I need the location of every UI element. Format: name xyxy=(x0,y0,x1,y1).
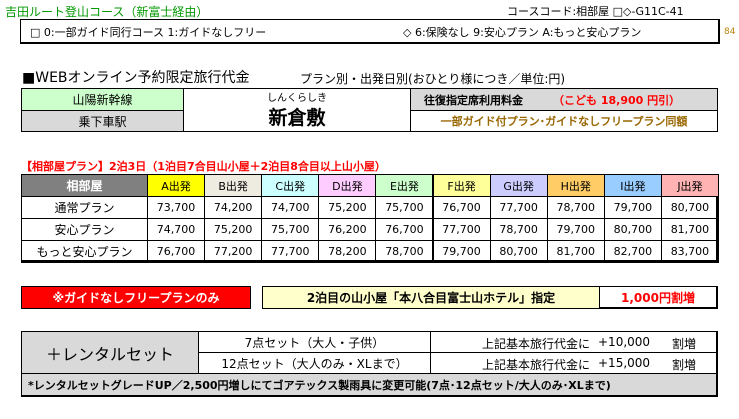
fare-subtitle: プラン別・出発日別(おひとり様につき／単位:円) xyxy=(300,72,566,86)
rental-set-2: 12点セット（大人のみ・XLまで） xyxy=(198,352,431,374)
guide-note: 一部ガイド付プラン･ガイドなしフリープラン同額 xyxy=(410,110,718,132)
price-cell: 75,200 xyxy=(318,196,377,219)
price-table: 相部屋 A出発 B出発 C出発 D出発 E出発 F出発 G出発 H出発 I出発 J出発通常プラン 73… xyxy=(21,174,719,263)
rental-desc-1: 上記基本旅行代金に xyxy=(482,337,591,351)
price-cell: 74,700 xyxy=(261,196,320,219)
price-cell: 79,700 xyxy=(432,240,491,263)
route-title: 吉田ルート登山コース（新富士経由） xyxy=(5,5,209,19)
price-cell: 76,700 xyxy=(375,218,434,241)
column-header-C出発: C出発 xyxy=(261,174,320,197)
price-cell: 76,700 xyxy=(432,196,491,219)
rental-footnote: *レンタルセットグレードUP／2,500円増しにてゴアテックス製雨具に変更可能(… xyxy=(21,373,718,397)
boarding-label: 乗下車駅 xyxy=(21,110,184,132)
column-header-B出発: B出発 xyxy=(204,174,263,197)
column-header-G出発: G出発 xyxy=(489,174,548,197)
price-cell: 78,200 xyxy=(318,240,377,263)
price-cell: 76,200 xyxy=(318,218,377,241)
price-cell: 81,700 xyxy=(546,240,605,263)
price-cell: 77,700 xyxy=(261,240,320,263)
price-cell: 73,700 xyxy=(147,196,206,219)
rental-unit-2: 割増 xyxy=(672,358,697,372)
rental-desc-2: 上記基本旅行代金に xyxy=(482,358,591,372)
column-header-F出発: F出発 xyxy=(432,174,491,197)
child-fare: （こども 18,900 円引） xyxy=(553,94,681,107)
price-cell: 82,700 xyxy=(603,240,662,263)
station-ruby: しんくらしき xyxy=(267,92,327,103)
column-header-H出発: H出発 xyxy=(546,174,605,197)
price-cell: 77,200 xyxy=(204,240,263,263)
option-guide: □ 0:一部ガイド同行コース 1:ガイドなしフリー xyxy=(30,26,267,39)
rental-title: ＋レンタルセット xyxy=(21,331,199,374)
price-cell: 74,200 xyxy=(204,196,263,219)
rental-price-2: +15,000 xyxy=(598,356,651,370)
station-name: 新倉敷 xyxy=(268,107,326,129)
rental-set-1: 7点セット（大人・子供） xyxy=(198,331,431,353)
price-cell: 78,700 xyxy=(375,240,434,263)
price-cell: 80,700 xyxy=(603,218,662,241)
rental-price-1: +10,000 xyxy=(598,335,651,349)
options-box xyxy=(20,19,720,44)
price-cell: 77,700 xyxy=(489,196,548,219)
price-cell: 79,700 xyxy=(603,196,662,219)
option-insurance: ◇ 6:保険なし 9:安心プラン A:もっと安心プラン xyxy=(403,26,642,39)
price-cell: 79,700 xyxy=(546,218,605,241)
price-cell: 80,700 xyxy=(660,196,719,219)
column-header-E出発: E出発 xyxy=(375,174,434,197)
fare-title: ■WEBオンライン予約限定旅行代金 xyxy=(22,70,250,86)
column-header-D出発: D出発 xyxy=(318,174,377,197)
free-plan-label: ※ガイドなしフリープランのみ xyxy=(21,286,251,309)
hotel-note: 2泊目の山小屋「本八合目富士山ホテル」指定 xyxy=(262,286,600,309)
price-cell: 74,700 xyxy=(147,218,206,241)
column-header-A出発: A出発 xyxy=(147,174,206,197)
course-code: コースコード:相部屋 □◇-G11C-41 xyxy=(507,5,684,18)
surcharge: 1,000円割増 xyxy=(599,286,718,309)
line-name: 山陽新幹線 xyxy=(21,88,184,111)
rental-unit-1: 割増 xyxy=(672,337,697,351)
price-cell: 75,700 xyxy=(261,218,320,241)
price-cell: 80,700 xyxy=(489,240,548,263)
page-number: 84 xyxy=(724,27,736,37)
plan-label: 通常プラン xyxy=(21,196,148,219)
price-cell: 75,200 xyxy=(204,218,263,241)
plan-label: 安心プラン xyxy=(21,218,148,241)
price-cell: 81,700 xyxy=(660,218,719,241)
price-cell: 76,700 xyxy=(147,240,206,263)
column-header-J出発: J出発 xyxy=(660,174,719,197)
price-cell: 78,700 xyxy=(546,196,605,219)
price-cell: 78,700 xyxy=(489,218,548,241)
column-header-I出発: I出発 xyxy=(603,174,662,197)
price-cell: 75,700 xyxy=(375,196,434,219)
price-cell: 83,700 xyxy=(660,240,719,263)
round-trip-label: 往復指定席利用料金 xyxy=(424,94,523,107)
plan-label: もっと安心プラン xyxy=(21,240,148,263)
price-table-corner: 相部屋 xyxy=(21,174,148,197)
lodging-note: 【相部屋プラン】2泊3日（1泊目7合目山小屋＋2泊目8合目以上山小屋） xyxy=(21,160,386,173)
price-cell: 77,700 xyxy=(432,218,491,241)
